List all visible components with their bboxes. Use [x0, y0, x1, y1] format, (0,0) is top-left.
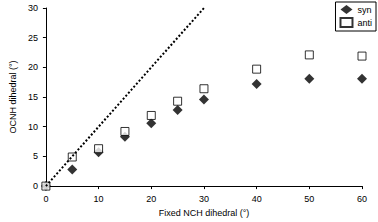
svg-text:25: 25 [28, 33, 38, 43]
svg-text:OCNH dihedral (°): OCNH dihedral (°) [8, 60, 18, 133]
svg-text:anti: anti [357, 18, 372, 28]
svg-text:Fixed NCH dihedral (°): Fixed NCH dihedral (°) [159, 208, 250, 218]
svg-text:0: 0 [43, 194, 48, 204]
svg-text:5: 5 [33, 151, 38, 161]
svg-text:30: 30 [199, 194, 209, 204]
svg-text:40: 40 [252, 194, 262, 204]
svg-text:20: 20 [146, 194, 156, 204]
svg-text:50: 50 [304, 194, 314, 204]
svg-text:10: 10 [28, 122, 38, 132]
svg-text:30: 30 [28, 3, 38, 13]
svg-text:15: 15 [28, 92, 38, 102]
svg-text:0: 0 [33, 181, 38, 191]
svg-text:60: 60 [357, 194, 367, 204]
svg-text:syn: syn [357, 5, 371, 15]
svg-text:10: 10 [94, 194, 104, 204]
svg-text:20: 20 [28, 62, 38, 72]
